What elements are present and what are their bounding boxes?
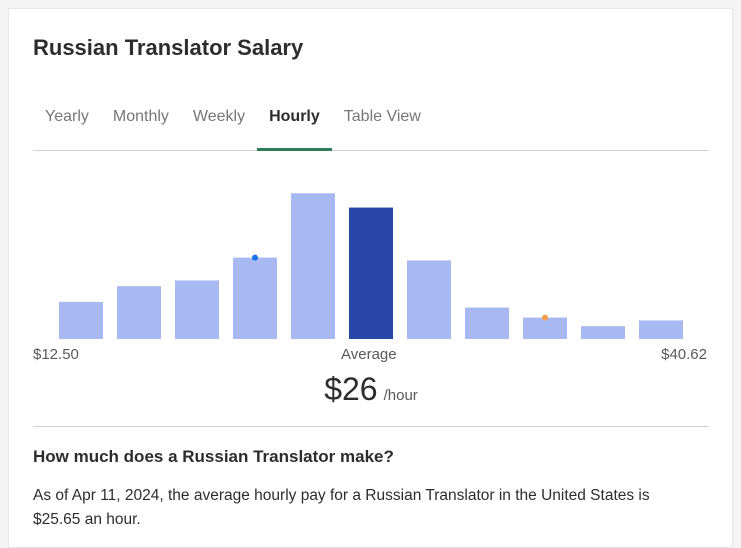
average-pay-value: $26 [324, 371, 378, 407]
tab-hourly[interactable]: Hourly [257, 93, 332, 151]
histogram-bar-10[interactable] [581, 326, 625, 339]
average-pay-unit: /hour [383, 387, 418, 404]
tab-monthly[interactable]: Monthly [112, 108, 169, 125]
histogram-bar-4[interactable] [233, 257, 277, 339]
period-tabs: Yearly Monthly Weekly Hourly Table View [33, 93, 709, 151]
histogram-bar-5[interactable] [291, 193, 335, 339]
page-title: Russian Translator Salary [33, 35, 304, 60]
histogram-bar-1[interactable] [59, 301, 103, 339]
divider [33, 426, 709, 427]
histogram-bar-11[interactable] [639, 320, 683, 339]
range-average-label: Average [341, 346, 397, 363]
histogram-bar-8[interactable] [465, 307, 509, 339]
average-pay: $26/hour [33, 371, 709, 408]
histogram-bar-3[interactable] [175, 280, 219, 339]
histogram-marker-1 [252, 254, 258, 261]
tab-weekly[interactable]: Weekly [192, 108, 246, 125]
histogram-svg [59, 193, 683, 339]
salary-card: Russian Translator Salary Yearly Monthly… [8, 8, 733, 548]
section-description: As of Apr 11, 2024, the average hourly p… [33, 487, 650, 528]
tab-yearly[interactable]: Yearly [45, 108, 89, 125]
histogram-bar-2[interactable] [117, 286, 161, 339]
range-max-label: $40.62 [661, 346, 707, 363]
section-heading: How much does a Russian Translator make? [33, 447, 394, 466]
histogram-bar-9[interactable] [523, 317, 567, 339]
histogram-marker-2 [542, 314, 548, 321]
tab-table-view[interactable]: Table View [343, 108, 421, 125]
histogram-bar-7[interactable] [407, 260, 451, 339]
histogram-bar-6[interactable] [349, 207, 393, 339]
salary-histogram [33, 153, 709, 343]
range-min-label: $12.50 [33, 346, 79, 363]
